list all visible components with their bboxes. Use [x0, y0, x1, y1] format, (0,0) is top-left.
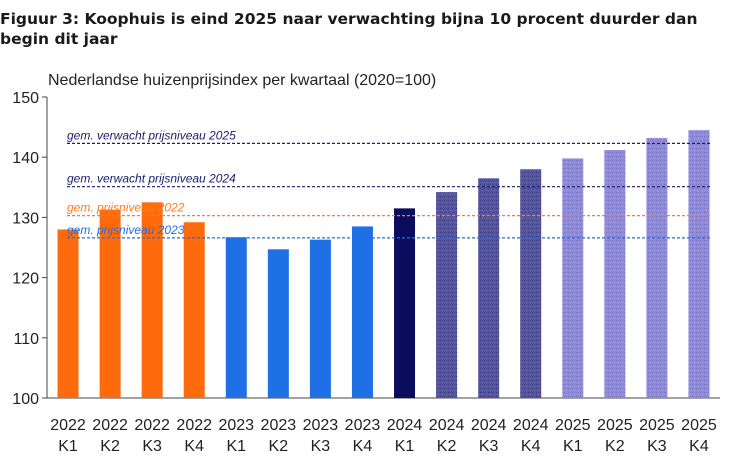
bar-2023-k4	[351, 226, 373, 398]
reference-line-label: gem. verwacht prijsniveau 2024	[67, 172, 236, 186]
x-tick-quarter: K4	[184, 438, 204, 455]
x-tick-year: 2024	[471, 417, 507, 434]
x-tick-year: 2024	[387, 417, 423, 434]
x-tick-quarter: K3	[142, 438, 162, 455]
y-tick-label: 110	[13, 331, 39, 348]
x-tick-year: 2025	[555, 417, 591, 434]
bar-2024-k2	[436, 192, 458, 398]
x-tick-quarter: K2	[100, 438, 120, 455]
bar-2024-k4	[520, 169, 542, 398]
x-tick-quarter: K1	[58, 438, 78, 455]
x-tick-year: 2022	[92, 417, 128, 434]
y-tick-label: 120	[12, 271, 39, 288]
x-tick-quarter: K1	[226, 438, 246, 455]
bar-2025-k1	[562, 158, 584, 398]
x-tick-year: 2025	[597, 417, 633, 434]
bar-2023-k3	[309, 239, 331, 398]
bar-2022-k3	[141, 202, 163, 398]
bar-2022-k2	[99, 209, 121, 398]
bar-2022-k4	[183, 222, 205, 398]
bar-2025-k2	[604, 149, 626, 398]
x-tick-year: 2025	[639, 417, 675, 434]
x-tick-year: 2023	[345, 417, 381, 434]
x-tick-year: 2024	[429, 417, 465, 434]
bar-2023-k2	[267, 249, 289, 398]
reference-line-label: gem. verwacht prijsniveau 2025	[67, 128, 236, 142]
x-tick-quarter: K1	[563, 438, 583, 455]
x-tick-labels: 2022 K1 2022 K2 2022 K3 2022 K4 2023 K1 2023 K2 2023…	[50, 417, 717, 455]
y-tick-label: 140	[12, 150, 39, 167]
x-tick-quarter: K4	[521, 438, 541, 455]
x-tick-year: 2023	[261, 417, 297, 434]
bar-2024-k3	[478, 178, 500, 398]
x-tick-year: 2023	[303, 417, 339, 434]
bar-2022-k1	[57, 229, 79, 398]
x-tick-year: 2023	[218, 417, 254, 434]
bar-2025-k3	[646, 137, 668, 398]
y-tick-label: 130	[12, 210, 39, 227]
x-tick-quarter: K2	[605, 438, 625, 455]
reference-lines: gem. verwacht prijsniveau 2025 gem. verwa…	[67, 128, 711, 239]
bar-2024-k1	[394, 208, 416, 398]
x-tick-quarter: K3	[311, 438, 331, 455]
x-tick-quarter: K1	[395, 438, 415, 455]
x-tick-year: 2022	[176, 417, 212, 434]
chart-title: Nederlandse huizenprijsindex per kwartaa…	[48, 72, 436, 89]
x-tick-year: 2022	[50, 417, 86, 434]
x-tick-quarter: K2	[437, 438, 457, 455]
reference-line-label: gem. prijsniveau 2022	[67, 201, 185, 215]
y-tick-label: 150	[12, 90, 39, 107]
x-tick-quarter: K2	[269, 438, 289, 455]
x-tick-quarter: K4	[689, 438, 709, 455]
x-tick-year: 2024	[513, 417, 549, 434]
reference-line-label: gem. prijsniveau 2023	[67, 223, 185, 237]
bars	[57, 130, 710, 399]
x-tick-quarter: K4	[353, 438, 373, 455]
x-tick-year: 2025	[681, 417, 717, 434]
figure-title: Figuur 3: Koophuis is eind 2025 naar ver…	[0, 10, 698, 48]
y-tick-label: 100	[12, 391, 39, 408]
bar-2025-k4	[688, 130, 710, 399]
x-tick-year: 2022	[134, 417, 170, 434]
x-tick-quarter: K3	[647, 438, 667, 455]
x-tick-quarter: K3	[479, 438, 499, 455]
bar-2023-k1	[225, 237, 247, 398]
